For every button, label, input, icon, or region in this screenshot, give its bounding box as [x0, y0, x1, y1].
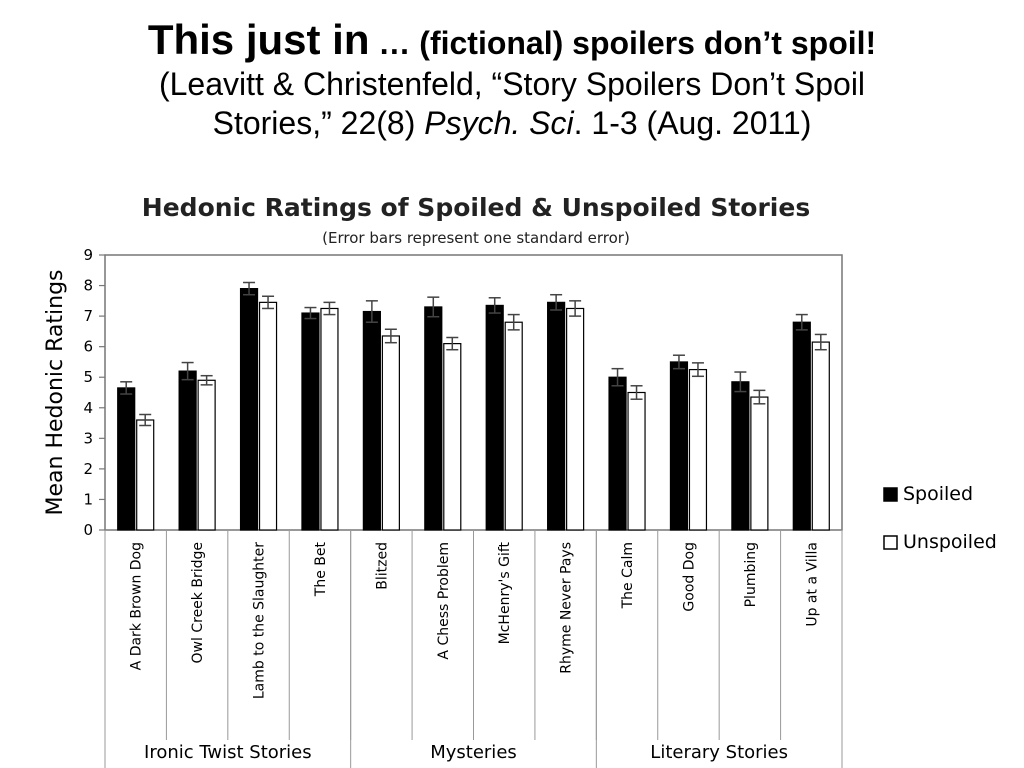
- spoiled-bar: [117, 387, 136, 531]
- category-label: Blitzed: [374, 542, 390, 590]
- category-label: The Bet: [313, 541, 329, 597]
- bar-chart: Hedonic Ratings of Spoiled & Unspoiled S…: [43, 193, 997, 768]
- unspoiled-bar: [443, 343, 462, 531]
- category-label: Lamb to the Slaughter: [252, 542, 268, 699]
- category-label: Rhyme Never Pays: [559, 542, 575, 674]
- spoiled-bar: [547, 301, 566, 531]
- title-line-1: This just in … (fictional) spoilers don’…: [0, 14, 1024, 65]
- y-tick-label: 7: [83, 307, 93, 325]
- unspoiled-bar: [136, 419, 155, 531]
- y-tick-label: 5: [83, 368, 93, 386]
- chart-title: Hedonic Ratings of Spoiled & Unspoiled S…: [142, 193, 810, 222]
- title-rest: … (fictional) spoilers don’t spoil!: [369, 25, 877, 61]
- unspoiled-bar: [197, 379, 216, 531]
- y-tick-label: 4: [83, 399, 93, 417]
- y-axis-label: Mean Hedonic Ratings: [43, 270, 68, 516]
- group-label: Mysteries: [430, 742, 517, 763]
- spoiled-bar: [424, 306, 443, 531]
- category-label: Up at a Villa: [804, 542, 820, 627]
- spoiled-bar: [485, 304, 504, 531]
- unspoiled-bar: [320, 307, 339, 531]
- spoiled-bar: [608, 376, 627, 531]
- y-tick-label: 8: [83, 277, 93, 295]
- citation-pre: Stories,” 22(8): [212, 105, 425, 142]
- citation-line-1: (Leavitt & Christenfeld, “Story Spoilers…: [158, 66, 866, 103]
- y-tick-label: 9: [83, 246, 93, 264]
- unspoiled-legend-label: Unspoiled: [903, 531, 997, 553]
- spoiled-bar: [792, 321, 811, 531]
- spoiled-bar: [731, 381, 750, 531]
- group-label: Literary Stories: [650, 742, 788, 763]
- group-label: Ironic Twist Stories: [144, 742, 312, 763]
- y-tick-label: 3: [83, 429, 93, 447]
- category-label: Good Dog: [681, 542, 697, 612]
- y-tick-label: 6: [83, 338, 93, 356]
- category-label: Owl Creek Bridge: [190, 542, 206, 663]
- category-label: The Calm: [620, 542, 636, 609]
- unspoiled-legend-swatch: [883, 535, 898, 550]
- category-label: A Chess Problem: [436, 542, 452, 660]
- y-tick-label: 0: [83, 521, 93, 539]
- y-tick-label: 1: [83, 490, 93, 508]
- unspoiled-bar: [811, 341, 830, 531]
- spoiled-bar: [301, 312, 320, 531]
- chart-subtitle: (Error bars represent one standard error…: [322, 229, 630, 247]
- spoiled-legend-swatch: [883, 487, 898, 502]
- category-label: A Dark Brown Dog: [129, 542, 145, 670]
- spoiled-legend-label: Spoiled: [903, 483, 973, 505]
- unspoiled-bar: [688, 368, 708, 531]
- citation-post: . 1-3 (Aug. 2011): [573, 105, 812, 142]
- spoiled-bar: [362, 310, 381, 531]
- spoiled-bar: [669, 361, 689, 531]
- unspoiled-bar: [258, 301, 278, 531]
- title-lead: This just in: [147, 16, 370, 63]
- spoiled-bar: [239, 288, 259, 531]
- y-tick-label: 2: [83, 460, 93, 478]
- unspoiled-bar: [750, 396, 769, 531]
- plot-area: 0 1 2 3 4 5 6 7 8 9 Mean Hedonic Ratings A Dark Bro…: [43, 246, 997, 768]
- citation-journal: Psych. Sci: [424, 105, 574, 142]
- slide-title: This just in … (fictional) spoilers don’…: [0, 14, 1024, 143]
- category-label: Plumbing: [743, 542, 759, 607]
- unspoiled-bar: [381, 335, 400, 531]
- spoiled-bar: [178, 370, 197, 531]
- category-label: McHenry's Gift: [497, 541, 513, 644]
- unspoiled-bar: [566, 307, 585, 531]
- unspoiled-bar: [627, 391, 646, 531]
- unspoiled-bar: [504, 321, 523, 531]
- citation-line-2: Stories,” 22(8) Psych. Sci. 1-3 (Aug. 20…: [0, 104, 1024, 143]
